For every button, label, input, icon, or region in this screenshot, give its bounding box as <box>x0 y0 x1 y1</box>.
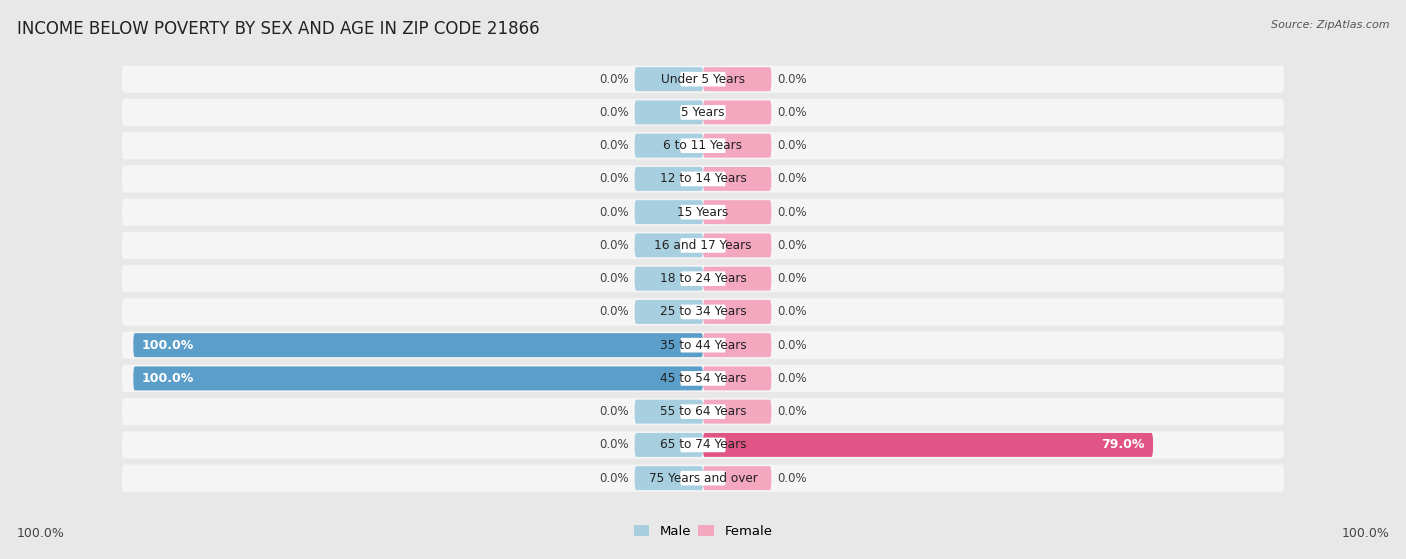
Text: 25 to 34 Years: 25 to 34 Years <box>659 305 747 319</box>
FancyBboxPatch shape <box>634 167 703 191</box>
Text: 0.0%: 0.0% <box>599 272 628 285</box>
FancyBboxPatch shape <box>634 433 703 457</box>
FancyBboxPatch shape <box>703 101 772 125</box>
Text: 65 to 74 Years: 65 to 74 Years <box>659 438 747 452</box>
Text: 12 to 14 Years: 12 to 14 Years <box>659 172 747 186</box>
Text: Source: ZipAtlas.com: Source: ZipAtlas.com <box>1271 20 1389 30</box>
FancyBboxPatch shape <box>122 398 1284 425</box>
FancyBboxPatch shape <box>681 205 725 220</box>
Text: 55 to 64 Years: 55 to 64 Years <box>659 405 747 418</box>
Text: 0.0%: 0.0% <box>778 73 807 86</box>
FancyBboxPatch shape <box>634 134 703 158</box>
Text: 0.0%: 0.0% <box>778 405 807 418</box>
FancyBboxPatch shape <box>122 331 1284 359</box>
FancyBboxPatch shape <box>122 165 1284 192</box>
FancyBboxPatch shape <box>122 232 1284 259</box>
Text: 0.0%: 0.0% <box>599 405 628 418</box>
Text: 0.0%: 0.0% <box>599 239 628 252</box>
Text: 100.0%: 100.0% <box>142 372 194 385</box>
FancyBboxPatch shape <box>634 466 703 490</box>
Text: 0.0%: 0.0% <box>599 305 628 319</box>
Text: 75 Years and over: 75 Years and over <box>648 472 758 485</box>
FancyBboxPatch shape <box>681 105 725 120</box>
FancyBboxPatch shape <box>681 172 725 186</box>
FancyBboxPatch shape <box>703 134 772 158</box>
Text: 0.0%: 0.0% <box>778 206 807 219</box>
FancyBboxPatch shape <box>634 234 703 257</box>
Text: 0.0%: 0.0% <box>778 339 807 352</box>
Text: 5 Years: 5 Years <box>682 106 724 119</box>
FancyBboxPatch shape <box>681 238 725 253</box>
Legend: Male, Female: Male, Female <box>628 520 778 543</box>
FancyBboxPatch shape <box>681 438 725 452</box>
Text: Under 5 Years: Under 5 Years <box>661 73 745 86</box>
Text: 0.0%: 0.0% <box>778 372 807 385</box>
Text: 0.0%: 0.0% <box>599 139 628 152</box>
Text: 45 to 54 Years: 45 to 54 Years <box>659 372 747 385</box>
FancyBboxPatch shape <box>681 139 725 153</box>
Text: 0.0%: 0.0% <box>778 106 807 119</box>
FancyBboxPatch shape <box>703 200 772 224</box>
Text: 0.0%: 0.0% <box>778 472 807 485</box>
FancyBboxPatch shape <box>703 367 772 390</box>
Text: 0.0%: 0.0% <box>599 106 628 119</box>
FancyBboxPatch shape <box>703 400 772 424</box>
FancyBboxPatch shape <box>134 333 703 357</box>
FancyBboxPatch shape <box>703 67 772 91</box>
FancyBboxPatch shape <box>634 101 703 125</box>
FancyBboxPatch shape <box>681 471 725 485</box>
FancyBboxPatch shape <box>634 267 703 291</box>
Text: INCOME BELOW POVERTY BY SEX AND AGE IN ZIP CODE 21866: INCOME BELOW POVERTY BY SEX AND AGE IN Z… <box>17 20 540 37</box>
FancyBboxPatch shape <box>703 333 772 357</box>
Text: 100.0%: 100.0% <box>17 527 65 541</box>
FancyBboxPatch shape <box>681 72 725 87</box>
FancyBboxPatch shape <box>122 432 1284 458</box>
FancyBboxPatch shape <box>122 299 1284 325</box>
FancyBboxPatch shape <box>681 271 725 286</box>
FancyBboxPatch shape <box>703 267 772 291</box>
Text: 0.0%: 0.0% <box>778 305 807 319</box>
Text: 100.0%: 100.0% <box>142 339 194 352</box>
Text: 18 to 24 Years: 18 to 24 Years <box>659 272 747 285</box>
FancyBboxPatch shape <box>122 65 1284 93</box>
Text: 0.0%: 0.0% <box>778 172 807 186</box>
Text: 100.0%: 100.0% <box>1341 527 1389 541</box>
FancyBboxPatch shape <box>703 300 772 324</box>
FancyBboxPatch shape <box>681 371 725 386</box>
FancyBboxPatch shape <box>122 365 1284 392</box>
Text: 15 Years: 15 Years <box>678 206 728 219</box>
FancyBboxPatch shape <box>703 466 772 490</box>
FancyBboxPatch shape <box>703 234 772 257</box>
FancyBboxPatch shape <box>122 198 1284 226</box>
FancyBboxPatch shape <box>681 305 725 319</box>
FancyBboxPatch shape <box>681 338 725 353</box>
Text: 0.0%: 0.0% <box>599 206 628 219</box>
Text: 0.0%: 0.0% <box>599 172 628 186</box>
Text: 0.0%: 0.0% <box>778 239 807 252</box>
Text: 0.0%: 0.0% <box>599 73 628 86</box>
Text: 0.0%: 0.0% <box>599 438 628 452</box>
FancyBboxPatch shape <box>703 433 1153 457</box>
FancyBboxPatch shape <box>122 265 1284 292</box>
Text: 0.0%: 0.0% <box>778 139 807 152</box>
Text: 6 to 11 Years: 6 to 11 Years <box>664 139 742 152</box>
FancyBboxPatch shape <box>634 67 703 91</box>
FancyBboxPatch shape <box>634 300 703 324</box>
FancyBboxPatch shape <box>122 99 1284 126</box>
Text: 35 to 44 Years: 35 to 44 Years <box>659 339 747 352</box>
Text: 0.0%: 0.0% <box>778 272 807 285</box>
FancyBboxPatch shape <box>634 400 703 424</box>
Text: 16 and 17 Years: 16 and 17 Years <box>654 239 752 252</box>
FancyBboxPatch shape <box>122 132 1284 159</box>
FancyBboxPatch shape <box>681 404 725 419</box>
Text: 79.0%: 79.0% <box>1101 438 1144 452</box>
Text: 0.0%: 0.0% <box>599 472 628 485</box>
FancyBboxPatch shape <box>703 167 772 191</box>
FancyBboxPatch shape <box>634 200 703 224</box>
FancyBboxPatch shape <box>134 367 703 390</box>
FancyBboxPatch shape <box>122 465 1284 492</box>
